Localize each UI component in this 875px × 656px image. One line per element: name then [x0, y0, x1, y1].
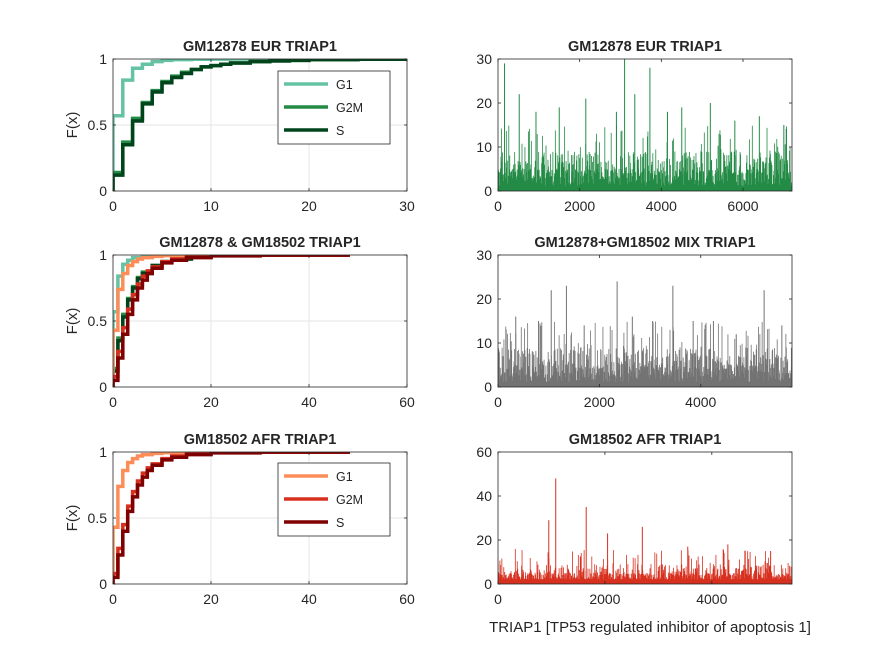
legend: G1 G2M S	[277, 462, 391, 537]
chart-6: 0 2000 4000 0 20 40 60 GM18502 AFR TRIAP1	[476, 432, 793, 607]
y-tick-label: 10	[476, 335, 492, 351]
y-tick-label: 0	[99, 379, 107, 395]
x-tick-label: 0	[109, 591, 117, 607]
y-tick-label: 60	[476, 444, 492, 460]
x-tick-label: 0	[494, 394, 502, 410]
chart-title: GM12878+GM18502 MIX TRIAP1	[534, 235, 755, 251]
legend-label-s: S	[336, 516, 344, 530]
bar-base	[498, 579, 792, 584]
chart-1: 0 10 20 30 0 0.5 1 GM12878 EUR TRIAP1 F(x) G1 G2M S	[64, 39, 415, 214]
y-tick-label: 1	[99, 444, 107, 460]
y-tick-label: 0	[484, 183, 492, 199]
y-tick-label: 20	[476, 532, 492, 548]
y-tick-label: 0.5	[88, 117, 108, 133]
x-tick-label: 2000	[564, 198, 595, 214]
legend-label-g1: G1	[336, 78, 353, 92]
y-tick-label: 0	[484, 576, 492, 592]
x-tick-label: 60	[399, 591, 415, 607]
x-tick-label: 20	[301, 198, 317, 214]
axes-frame	[497, 451, 793, 585]
plot-area	[498, 452, 792, 584]
x-axis-label: TRIAP1 [TP53 regulated inhibitor of apop…	[489, 619, 811, 636]
y-tick-label: 1	[99, 51, 107, 67]
y-axis-label: F(x)	[64, 505, 81, 532]
axes-frame	[497, 58, 793, 192]
x-tick-label: 0	[109, 394, 117, 410]
y-tick-label: 0	[484, 379, 492, 395]
chart-title: GM12878 & GM18502 TRIAP1	[159, 235, 360, 251]
y-tick-label: 1	[99, 247, 107, 263]
x-tick-label: 0	[494, 198, 502, 214]
y-tick-label: 0	[99, 183, 107, 199]
legend-label-s: S	[336, 124, 344, 138]
x-tick-label: 60	[399, 394, 415, 410]
x-tick-label: 20	[203, 591, 219, 607]
y-axis-label: F(x)	[64, 112, 81, 139]
chart-2: 0 2000 4000 6000 0 10 20 30 GM12878 EUR TRIAP1	[476, 39, 793, 214]
chart-title: GM18502 AFR TRIAP1	[184, 432, 337, 448]
x-tick-label: 10	[203, 198, 219, 214]
legend-label-g2m: G2M	[336, 101, 363, 115]
plot-area	[498, 255, 792, 387]
bar-base	[498, 381, 792, 387]
x-tick-label: 2000	[584, 394, 615, 410]
y-tick-label: 30	[476, 247, 492, 263]
series-line-s	[113, 59, 407, 191]
y-tick-label: 0.5	[88, 510, 108, 526]
chart-5: 0 20 40 60 0 0.5 1 GM18502 AFR TRIAP1 F(x) G1 G2M S	[64, 432, 415, 607]
x-tick-label: 0	[494, 591, 502, 607]
legend-label-g2m: G2M	[336, 493, 363, 507]
plot-content	[498, 59, 792, 191]
legend: G1 G2M S	[277, 70, 391, 145]
y-tick-label: 40	[476, 488, 492, 504]
chart-3: 0 20 40 60 0 0.5 1 GM12878 & GM18502 TRIAP1 F(x)	[64, 235, 415, 410]
y-tick-label: 20	[476, 291, 492, 307]
y-tick-label: 30	[476, 51, 492, 67]
x-tick-label: 40	[301, 591, 317, 607]
plot-content	[498, 478, 792, 584]
x-tick-label: 30	[399, 198, 415, 214]
axes-frame	[497, 254, 793, 388]
y-tick-label: 20	[476, 95, 492, 111]
plot-content	[498, 281, 792, 387]
chart-title: GM18502 AFR TRIAP1	[569, 432, 722, 448]
chart-4: 0 2000 4000 0 10 20 30 GM12878+GM18502 MIX TRIA…	[476, 235, 793, 410]
x-tick-label: 20	[203, 394, 219, 410]
legend-label-g1: G1	[336, 470, 353, 484]
bar-base	[498, 185, 792, 191]
x-tick-label: 0	[109, 198, 117, 214]
y-axis-label: F(x)	[64, 308, 81, 335]
y-tick-label: 0.5	[88, 313, 108, 329]
y-tick-label: 0	[99, 576, 107, 592]
y-tick-label: 10	[476, 139, 492, 155]
x-tick-label: 4000	[646, 198, 677, 214]
x-tick-label: 6000	[727, 198, 758, 214]
chart-title: GM12878 EUR TRIAP1	[183, 39, 337, 55]
chart-title: GM12878 EUR TRIAP1	[568, 39, 722, 55]
x-tick-label: 2000	[589, 591, 620, 607]
x-tick-label: 4000	[696, 591, 727, 607]
x-tick-label: 4000	[685, 394, 716, 410]
x-tick-label: 40	[301, 394, 317, 410]
